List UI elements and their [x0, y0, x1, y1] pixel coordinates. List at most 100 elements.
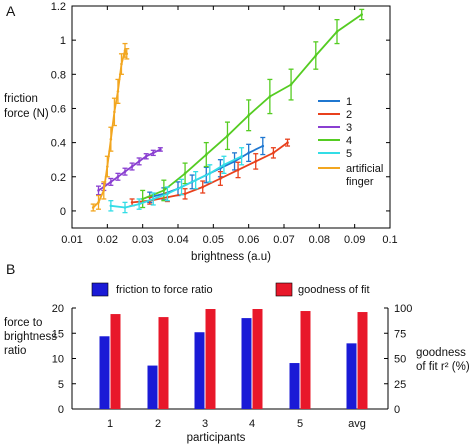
series-line-3: [98, 148, 161, 192]
bar-friction-ratio: [289, 363, 300, 409]
x-axis-label-a: brightness (a.u): [191, 251, 271, 263]
data-point: [106, 165, 109, 168]
x-tick-label-a: 0.05: [203, 234, 224, 246]
data-point: [261, 144, 265, 148]
x-tick-label-a: 0.01: [61, 234, 82, 246]
y-tick-label-b-right: 50: [394, 354, 406, 366]
data-point: [247, 151, 250, 155]
data-point: [208, 172, 212, 175]
x-tick-label-b: avg: [348, 418, 366, 430]
data-point: [314, 54, 318, 57]
series-line-5: [110, 155, 242, 209]
panel-label-a: A: [6, 3, 16, 19]
series-line-2: [132, 141, 289, 204]
data-point: [116, 175, 120, 179]
data-point: [268, 95, 272, 98]
data-point: [194, 178, 197, 182]
data-point: [125, 52, 129, 56]
x-tick-label-b: 4: [249, 418, 255, 430]
left-axis-label-b-line3: ratio: [4, 345, 26, 357]
x-tick-label-b: 2: [155, 418, 161, 430]
data-point: [254, 160, 258, 163]
data-point: [286, 141, 289, 144]
y-tick-label-a: 1: [60, 35, 66, 47]
data-point: [123, 170, 127, 173]
data-point: [137, 160, 141, 163]
data-point: [360, 13, 364, 16]
data-point: [226, 134, 229, 138]
y-tick-label-b-left: 15: [52, 328, 64, 340]
legend-swatch-b-2: [275, 282, 293, 297]
bar-chart-panel-b: force to brightness ratio goodness of fi…: [4, 282, 470, 444]
line-chart-panel-a: friction force (N) brightness (a.u) 0.01…: [4, 1, 398, 263]
data-point: [144, 154, 148, 158]
data-point: [141, 197, 144, 201]
y-tick-label-a: 0.8: [51, 69, 66, 81]
bar-goodness-of-fit: [110, 314, 121, 409]
y-tick-label-a: 1.2: [51, 1, 66, 13]
legend-label-b-1: friction to force ratio: [116, 284, 213, 296]
legend-label-a: artificial finger: [346, 163, 383, 188]
panel-label-b: B: [6, 261, 15, 277]
bar-friction-ratio: [241, 318, 252, 409]
data-point: [109, 137, 113, 141]
bar-goodness-of-fit: [252, 309, 263, 409]
right-axis-label-b-line2: of fit r² (%): [416, 361, 470, 373]
y-tick-label-b-left: 0: [58, 404, 64, 416]
x-tick-label-a: 0.07: [273, 234, 294, 246]
data-point: [180, 185, 183, 189]
legend-label-a: 2: [346, 109, 352, 121]
data-point: [247, 113, 250, 117]
bar-goodness-of-fit: [357, 312, 368, 409]
y-tick-label-b-right: 100: [394, 303, 412, 315]
data-point: [130, 201, 134, 204]
x-tick-label-b: 5: [297, 418, 303, 430]
data-point: [222, 163, 226, 167]
x-tick-label-a: 0.1: [382, 234, 397, 246]
data-point: [123, 49, 127, 52]
data-point: [240, 154, 243, 158]
x-tick-label-b: 3: [202, 418, 208, 430]
y-tick-label-b-right: 0: [394, 404, 400, 416]
legend-label-a: 3: [346, 122, 352, 134]
x-axis-label-b: participants: [187, 432, 246, 444]
data-point: [166, 192, 169, 196]
plot-frame-a: [71, 5, 391, 229]
data-point: [159, 148, 162, 151]
data-point: [183, 172, 187, 175]
bar-friction-ratio: [194, 332, 205, 409]
data-point: [109, 180, 113, 184]
y-tick-label-b-left: 20: [52, 303, 64, 315]
legend-swatch-b-1: [91, 282, 109, 297]
y-tick-label-b-left: 5: [58, 379, 64, 391]
legend-label-a: 4: [346, 135, 352, 147]
data-point: [91, 206, 95, 209]
legend-label-a: 1: [346, 96, 352, 108]
left-axis-label-b-line2: brightness: [4, 331, 57, 343]
data-point: [335, 30, 339, 33]
y-tick-label-a: 0.4: [51, 138, 66, 150]
data-point: [151, 197, 155, 201]
x-tick-label-a: 0.03: [132, 234, 153, 246]
x-tick-label-a: 0.06: [238, 234, 259, 246]
x-tick-label-a: 0.02: [97, 234, 118, 246]
data-point: [236, 168, 240, 172]
data-point: [123, 206, 127, 209]
data-point: [109, 204, 113, 208]
data-point: [204, 153, 208, 156]
left-axis-label-b-line1: force to: [4, 317, 42, 329]
bar-goodness-of-fit: [205, 309, 216, 409]
bar-friction-ratio: [346, 343, 357, 409]
data-point: [102, 189, 106, 192]
data-point: [120, 62, 123, 66]
bar-goodness-of-fit: [158, 317, 169, 409]
y-tick-label-b-right: 75: [394, 328, 406, 340]
data-point: [162, 189, 166, 192]
legend-label-b-2: goodness of fit: [298, 284, 370, 296]
y-tick-label-b-left: 10: [52, 354, 64, 366]
data-point: [272, 151, 275, 155]
y-tick-label-b-right: 25: [394, 379, 406, 391]
y-tick-label-a: 0.6: [51, 103, 66, 115]
bar-friction-ratio: [99, 336, 110, 409]
